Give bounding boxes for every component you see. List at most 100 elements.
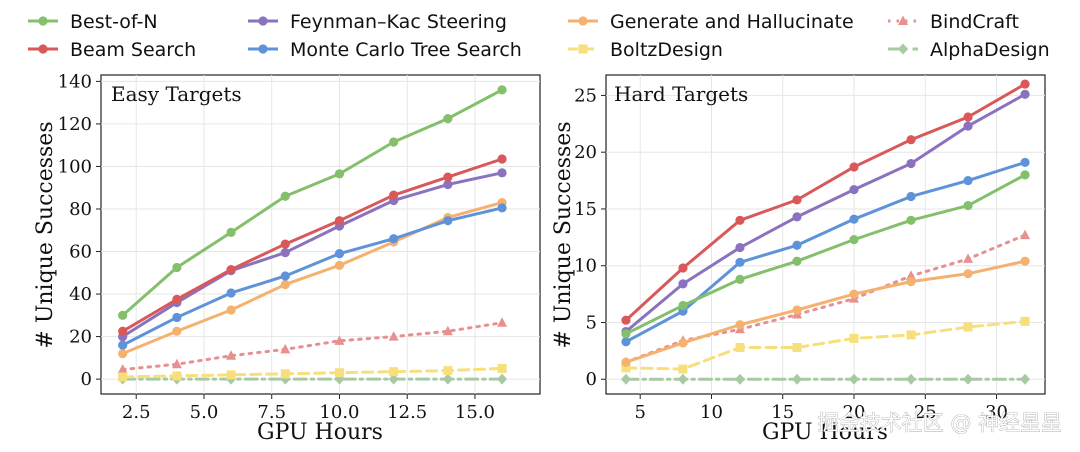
series-line bbox=[121, 201, 504, 356]
x-tick-label: 12.5 bbox=[387, 402, 427, 423]
data-point bbox=[226, 227, 236, 237]
data-point bbox=[389, 234, 399, 244]
data-point bbox=[621, 329, 631, 339]
data-point bbox=[1020, 229, 1031, 240]
data-point bbox=[280, 271, 290, 281]
data-point bbox=[906, 277, 916, 287]
data-point bbox=[497, 85, 507, 95]
data-point bbox=[280, 279, 290, 290]
legend-label: BoltzDesign bbox=[610, 39, 723, 61]
data-point bbox=[791, 373, 802, 385]
legend-swatch-marker bbox=[898, 15, 908, 25]
data-point bbox=[226, 264, 236, 275]
legend-item-beam-search: Beam Search bbox=[28, 39, 196, 61]
legend-item-alphadesign: AlphaDesign bbox=[888, 39, 1050, 61]
series-line bbox=[121, 171, 504, 339]
data-point bbox=[963, 112, 973, 122]
x-tick-label: 15.0 bbox=[455, 402, 495, 423]
legend: Best-of-N Beam Search Feynman–Kac Steering… bbox=[28, 11, 1050, 61]
data-point bbox=[389, 367, 399, 377]
data-point bbox=[497, 317, 508, 327]
data-point bbox=[280, 369, 290, 379]
data-point bbox=[678, 263, 688, 273]
data-point bbox=[443, 113, 453, 124]
data-point bbox=[849, 185, 859, 195]
y-tick-label: 15 bbox=[574, 199, 597, 220]
series-line bbox=[624, 160, 1027, 344]
panel-title: Easy Targets bbox=[111, 82, 242, 106]
series-line bbox=[624, 82, 1027, 322]
series-group bbox=[117, 85, 508, 385]
x-tick-label: 15 bbox=[771, 402, 794, 423]
series-monte-carlo-tree-search bbox=[118, 203, 507, 350]
data-point bbox=[280, 343, 291, 354]
data-point bbox=[389, 137, 399, 147]
data-point bbox=[621, 337, 631, 347]
data-point bbox=[334, 216, 345, 226]
series-line bbox=[121, 366, 504, 379]
data-point bbox=[388, 331, 399, 341]
data-point bbox=[735, 342, 745, 352]
x-axis-label: GPU Hours bbox=[257, 420, 383, 445]
data-point bbox=[1020, 157, 1030, 168]
x-tick-label: 30 bbox=[985, 402, 1008, 423]
legend-item-monte-carlo-tree-search: Monte Carlo Tree Search bbox=[248, 39, 522, 61]
data-point bbox=[906, 270, 917, 280]
data-point bbox=[963, 322, 973, 332]
legend-item-feynman-kac-steering: Feynman–Kac Steering bbox=[248, 11, 507, 33]
series-line bbox=[121, 88, 504, 317]
data-point bbox=[334, 368, 344, 378]
data-point bbox=[117, 364, 128, 374]
data-point bbox=[280, 239, 290, 249]
y-tick-label: 5 bbox=[586, 312, 597, 333]
data-point bbox=[906, 135, 916, 145]
data-point bbox=[280, 247, 290, 258]
data-point bbox=[442, 325, 453, 336]
data-point bbox=[620, 373, 631, 385]
series-best-of-n bbox=[621, 170, 1030, 339]
data-point bbox=[226, 305, 236, 315]
y-tick-label: 120 bbox=[58, 114, 92, 135]
legend-swatch-marker bbox=[578, 44, 588, 54]
data-point bbox=[443, 179, 453, 190]
data-point bbox=[792, 195, 802, 205]
data-point bbox=[226, 288, 236, 298]
data-point bbox=[849, 289, 859, 299]
series-feynman-kac-steering bbox=[621, 89, 1030, 337]
data-point bbox=[1020, 170, 1030, 180]
legend-label: BindCraft bbox=[930, 11, 1019, 33]
data-point bbox=[280, 191, 290, 201]
data-point bbox=[1020, 89, 1030, 99]
legend-swatch-marker bbox=[38, 44, 48, 54]
data-point bbox=[906, 215, 916, 225]
data-point bbox=[963, 121, 973, 131]
data-point bbox=[621, 315, 631, 325]
data-point bbox=[226, 350, 237, 360]
y-tick-label: 100 bbox=[58, 156, 92, 177]
panel-easy-targets: 2.5 5.0 7.5 10.0 12.5 15.0020406080100120140 … bbox=[33, 71, 541, 445]
data-point bbox=[849, 333, 859, 343]
data-point bbox=[334, 335, 345, 345]
series-line bbox=[624, 173, 1027, 336]
data-point bbox=[849, 373, 860, 385]
data-point bbox=[118, 326, 128, 336]
legend-swatch-marker bbox=[38, 16, 48, 26]
legend-item-boltzdesign: BoltzDesign bbox=[568, 39, 723, 61]
legend-label: Beam Search bbox=[70, 39, 196, 61]
data-point bbox=[792, 342, 802, 352]
panel-hard-targets: 5 10 15 20 25 30 0 5 10 15 20 25 Hard Targets GPU H… bbox=[551, 74, 1046, 445]
data-point bbox=[118, 340, 128, 350]
series-line bbox=[121, 321, 504, 372]
y-tick-label: 0 bbox=[586, 369, 597, 390]
data-point bbox=[1020, 316, 1030, 326]
data-point bbox=[442, 373, 453, 385]
legend-label: Monte Carlo Tree Search bbox=[290, 39, 522, 61]
x-tick-label: 10.0 bbox=[319, 402, 359, 423]
data-point bbox=[792, 212, 802, 222]
legend-label: AlphaDesign bbox=[930, 39, 1050, 61]
data-point bbox=[172, 326, 182, 336]
data-point bbox=[497, 154, 507, 164]
data-point bbox=[906, 330, 916, 340]
data-point bbox=[226, 370, 236, 380]
legend-swatch-marker bbox=[258, 16, 268, 26]
